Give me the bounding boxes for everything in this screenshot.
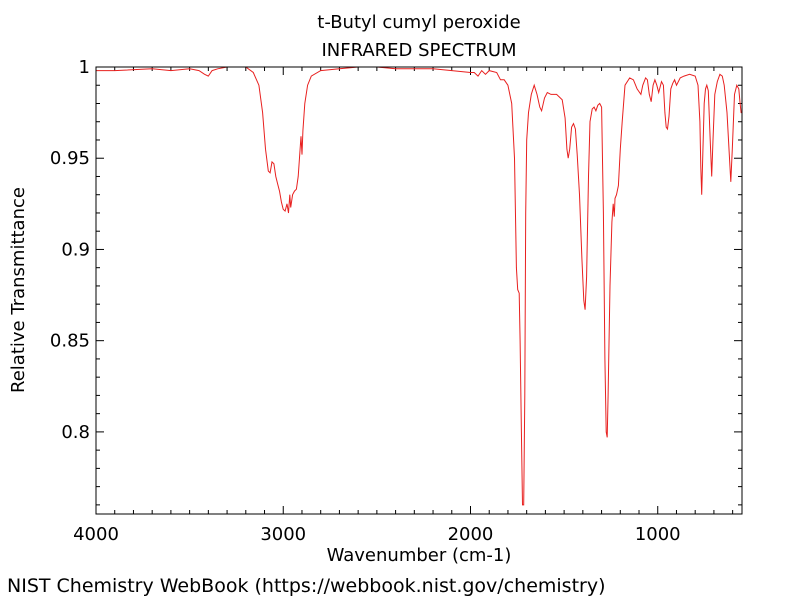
y-tick-label: 0.85 xyxy=(50,331,90,352)
x-tick-label: 2000 xyxy=(448,524,494,545)
chart-subtitle: INFRARED SPECTRUM xyxy=(321,40,516,61)
y-tick-label: 0.95 xyxy=(50,148,90,169)
y-tick-label: 0.9 xyxy=(61,239,90,260)
y-tick-label: 1 xyxy=(79,57,90,78)
source-credit: NIST Chemistry WebBook (https://webbook.… xyxy=(7,575,606,597)
x-tick-label: 3000 xyxy=(260,524,306,545)
y-tick-label: 0.8 xyxy=(61,422,90,443)
axis-tick-labels: 4000 3000 2000 1000 1 0.95 0.9 0.85 0.8 xyxy=(50,57,681,545)
x-axis-label: Wavenumber (cm-1) xyxy=(327,545,512,566)
y-axis-label: Relative Transmittance xyxy=(8,187,29,393)
spectrum-series-line xyxy=(96,66,742,506)
axis-ticks xyxy=(95,66,742,514)
x-tick-label: 4000 xyxy=(73,524,119,545)
chart-title: t-Butyl cumyl peroxide xyxy=(317,12,520,33)
plot-frame xyxy=(95,66,743,515)
x-tick-label: 1000 xyxy=(635,524,681,545)
